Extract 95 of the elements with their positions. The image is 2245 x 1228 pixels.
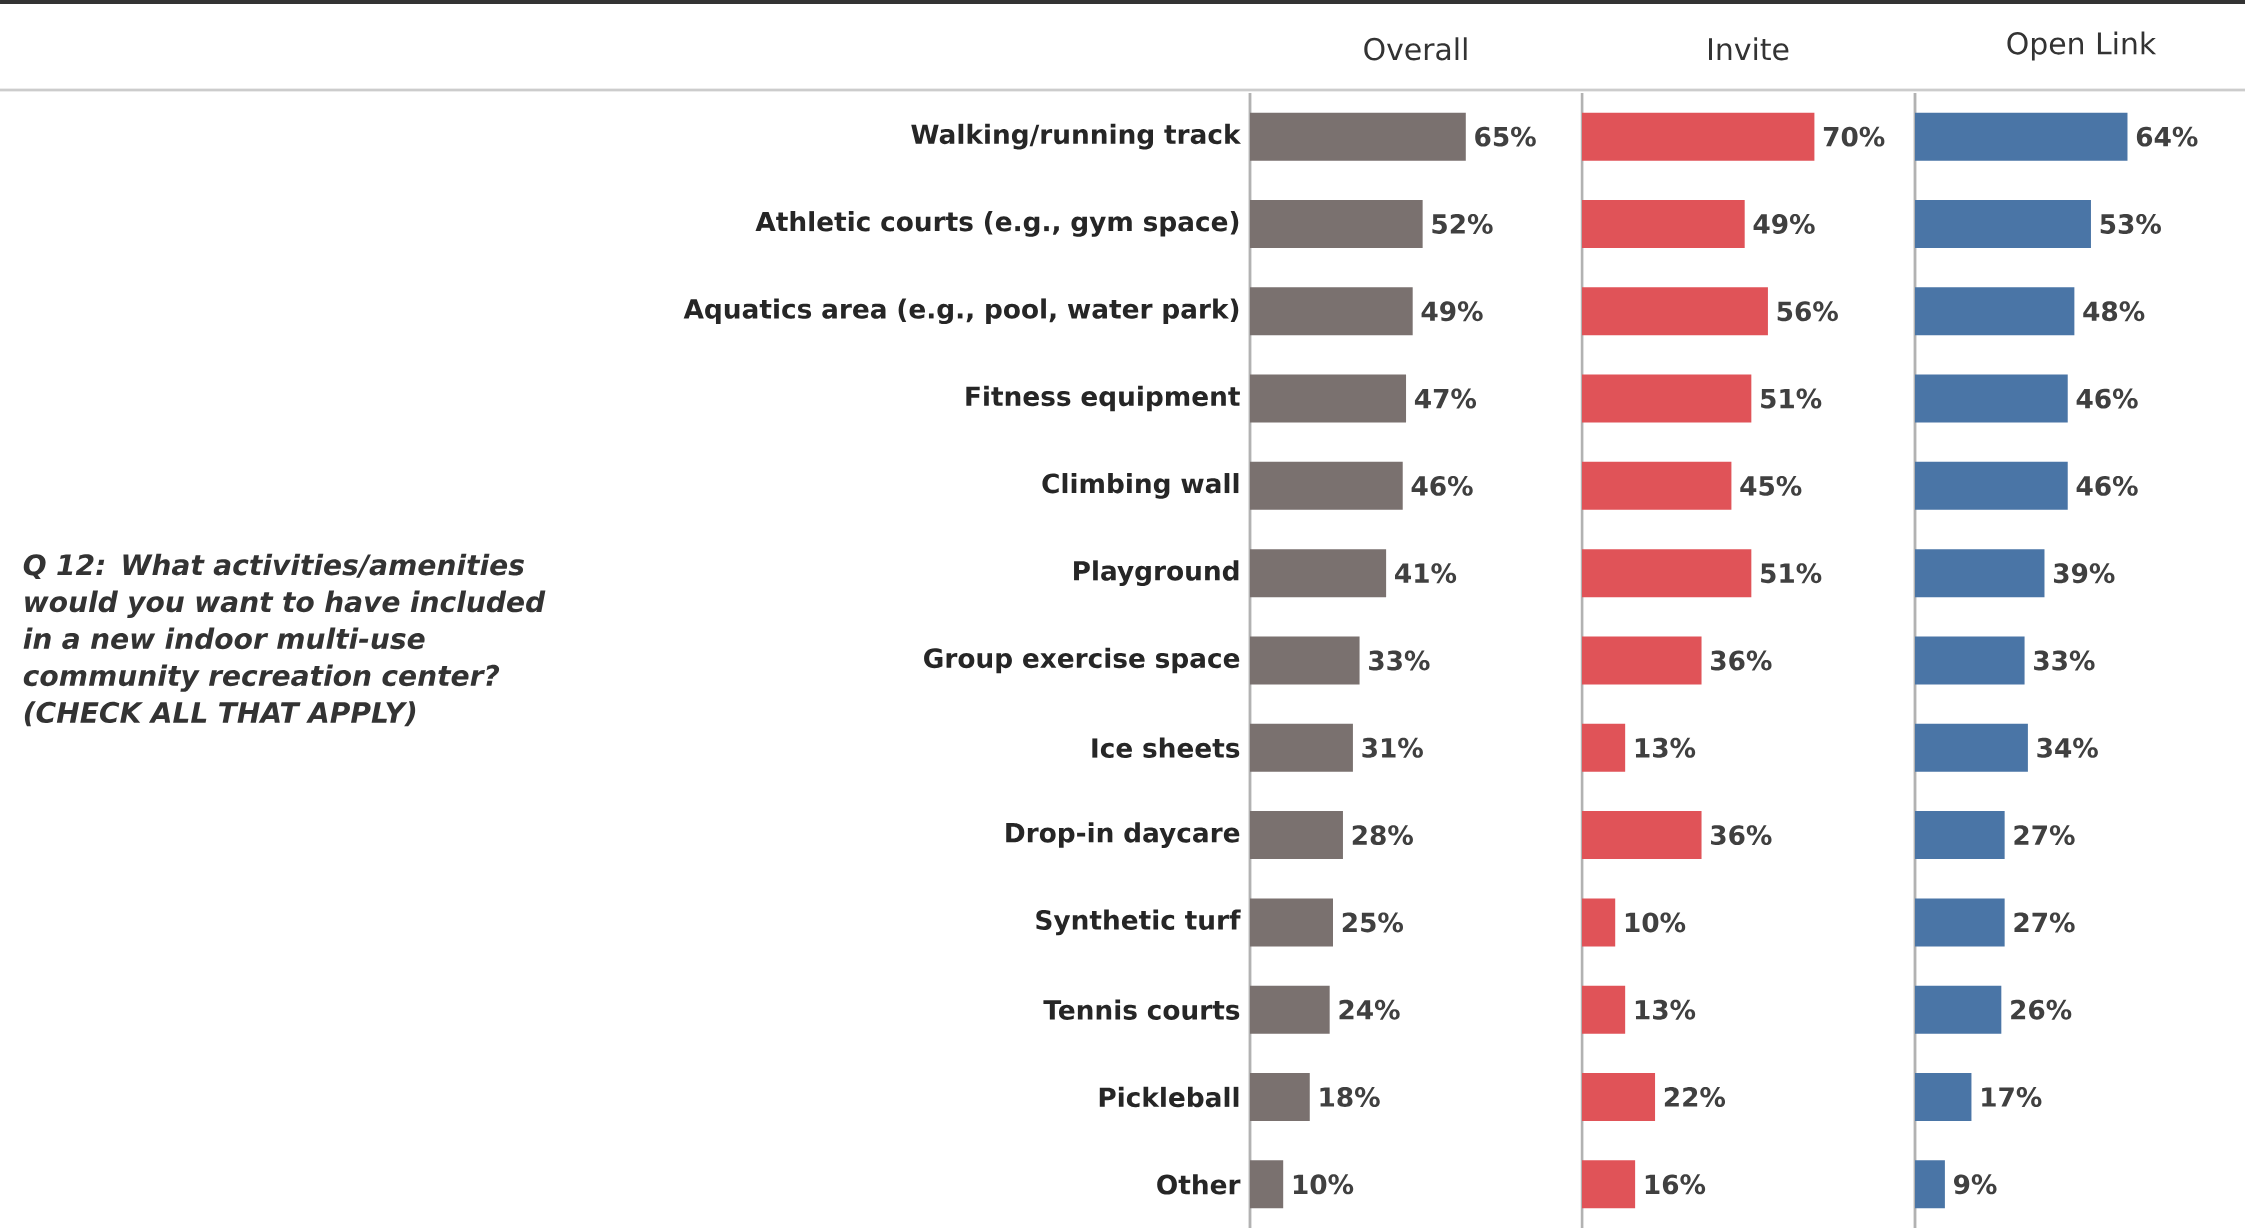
y-tick-label: Group exercise space bbox=[924, 647, 1240, 674]
chart-title: Invite bbox=[1709, 37, 1789, 61]
bar bbox=[1250, 112, 1466, 161]
y-tick-label: Tennis courts bbox=[1043, 999, 1240, 1020]
bar bbox=[1915, 549, 2045, 598]
bar bbox=[1582, 199, 1745, 248]
bar bbox=[1915, 811, 2005, 860]
bar bbox=[1915, 985, 2002, 1034]
data-label: 18% bbox=[1320, 1087, 1380, 1108]
bar bbox=[1915, 374, 2068, 423]
bar bbox=[1582, 112, 1815, 161]
data-label: 17% bbox=[1982, 1087, 2042, 1108]
bar bbox=[1582, 1073, 1656, 1122]
bar bbox=[1582, 549, 1752, 598]
data-label: 49% bbox=[1421, 301, 1483, 322]
data-label: 46% bbox=[2076, 388, 2138, 409]
chart-title: Overall bbox=[1364, 37, 1467, 61]
data-label: 27% bbox=[2014, 825, 2075, 846]
bar bbox=[1582, 723, 1626, 772]
y-tick-label: Aquatics area (e.g., pool, water park) bbox=[683, 298, 1239, 325]
bar bbox=[1582, 811, 1702, 860]
y-tick-label: Ice sheets bbox=[1092, 737, 1240, 759]
data-label: 28% bbox=[1352, 825, 1413, 846]
bar bbox=[1250, 549, 1387, 598]
data-label: 39% bbox=[2053, 563, 2115, 584]
y-tick-label: Walking/running track bbox=[911, 123, 1242, 150]
bar bbox=[1582, 374, 1752, 423]
data-label: 46% bbox=[1411, 475, 1473, 496]
chart-title: Open Link bbox=[2007, 31, 2157, 61]
data-label: 46% bbox=[2076, 475, 2138, 496]
bar bbox=[1250, 1160, 1284, 1209]
y-tick-label: Fitness equipment bbox=[966, 385, 1240, 412]
data-label: 51% bbox=[1761, 563, 1822, 584]
data-label: 48% bbox=[2083, 301, 2145, 322]
bar bbox=[1582, 898, 1616, 947]
bar bbox=[1915, 112, 2128, 161]
data-label: 41% bbox=[1395, 563, 1457, 584]
data-label: 45% bbox=[1740, 475, 1802, 496]
bar bbox=[1250, 287, 1413, 336]
data-label: 70% bbox=[1823, 126, 1885, 147]
bar bbox=[1250, 461, 1403, 510]
y-tick-label: Synthetic turf bbox=[1036, 909, 1241, 936]
bar bbox=[1915, 1073, 1972, 1122]
data-label: 16% bbox=[1645, 1174, 1706, 1195]
data-label: 33% bbox=[1369, 650, 1430, 671]
bar bbox=[1582, 985, 1626, 1034]
bar bbox=[1250, 985, 1330, 1034]
y-tick-label: Drop-in daycare bbox=[1006, 822, 1240, 848]
bar bbox=[1250, 636, 1360, 685]
bar bbox=[1915, 199, 2091, 248]
bar bbox=[1250, 811, 1343, 860]
bar bbox=[1582, 461, 1732, 510]
data-label: 49% bbox=[1753, 213, 1815, 234]
data-label: 27% bbox=[2014, 912, 2075, 933]
data-label: 25% bbox=[1342, 912, 1403, 933]
data-label: 56% bbox=[1777, 301, 1838, 322]
bar bbox=[1915, 461, 2068, 510]
data-label: 34% bbox=[2037, 737, 2098, 758]
data-label: 10% bbox=[1625, 912, 1686, 933]
data-label: 64% bbox=[2136, 126, 2198, 147]
data-label: 22% bbox=[1664, 1087, 1726, 1108]
bar bbox=[1582, 1160, 1636, 1209]
data-label: 26% bbox=[2011, 999, 2072, 1020]
bar bbox=[1250, 199, 1423, 248]
data-label: 47% bbox=[1414, 388, 1477, 409]
bar bbox=[1915, 1160, 1945, 1209]
y-tick-label: Climbing wall bbox=[1042, 473, 1239, 499]
bar bbox=[1915, 898, 2005, 947]
data-label: 33% bbox=[2034, 650, 2095, 671]
y-tick-label: Playground bbox=[1074, 560, 1239, 587]
data-label: 36% bbox=[1711, 650, 1772, 671]
bar bbox=[1250, 1073, 1310, 1122]
text: Q 12: What activities/amenities would you want to have included in a new indoor multi-use community recreation center? (CHECK ALL THAT APPLY) bbox=[23, 553, 546, 727]
bar bbox=[1582, 636, 1702, 685]
data-label: 65% bbox=[1475, 126, 1536, 147]
data-label: 53% bbox=[2100, 213, 2161, 234]
bar bbox=[1582, 287, 1768, 336]
bar bbox=[1250, 374, 1407, 423]
data-label: 51% bbox=[1761, 388, 1822, 409]
bar bbox=[1915, 287, 2075, 336]
data-label: 52% bbox=[1432, 213, 1493, 234]
data-label: 36% bbox=[1711, 825, 1772, 846]
data-label: 13% bbox=[1635, 737, 1696, 758]
data-label: 9% bbox=[1954, 1174, 1997, 1195]
bar bbox=[1915, 723, 2028, 772]
bar bbox=[1250, 898, 1333, 947]
data-label: 31% bbox=[1362, 737, 1423, 758]
y-tick-label: Pickleball bbox=[1099, 1086, 1239, 1108]
bar bbox=[1250, 723, 1353, 772]
data-label: 10% bbox=[1293, 1174, 1354, 1195]
data-label: 13% bbox=[1635, 999, 1696, 1020]
data-label: 24% bbox=[1339, 999, 1400, 1020]
bar bbox=[1915, 636, 2025, 685]
y-tick-label: Athletic courts (e.g., gym space) bbox=[755, 211, 1239, 237]
y-tick-label: Other bbox=[1157, 1174, 1241, 1195]
